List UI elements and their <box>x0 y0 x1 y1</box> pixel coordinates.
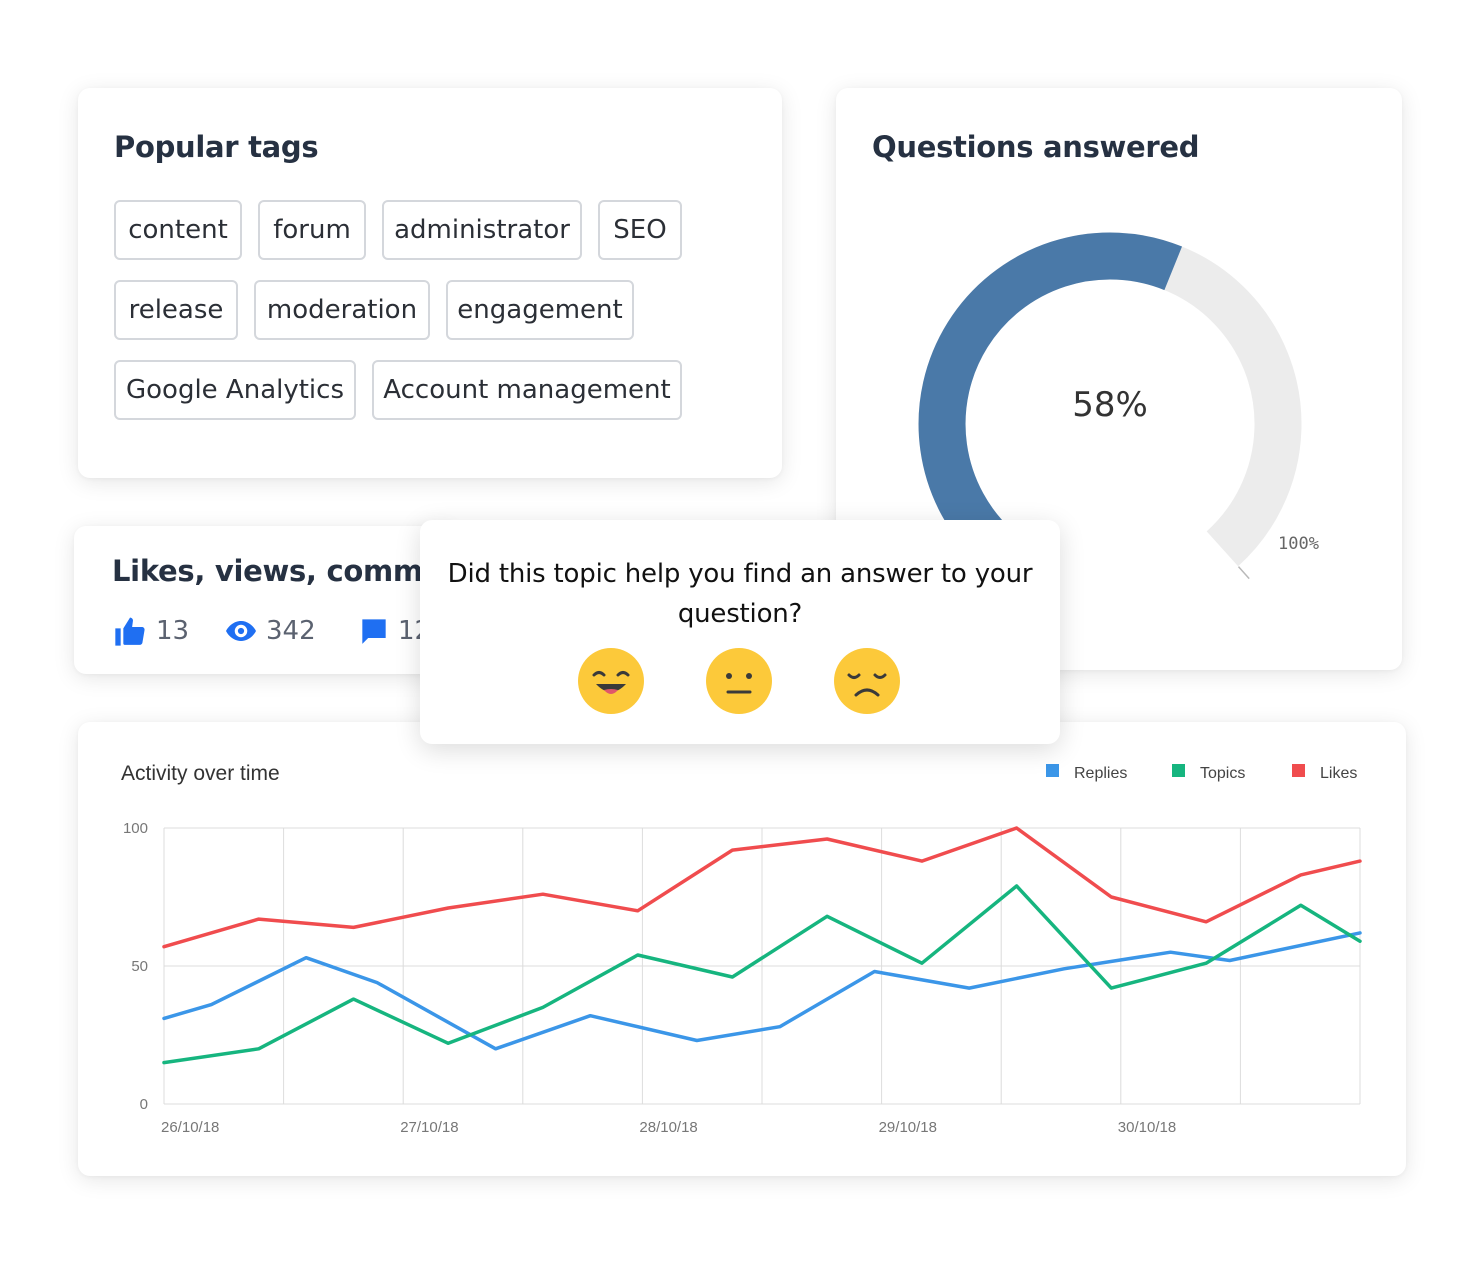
popular-tags-card: Popular tags content forum administrator… <box>78 88 782 478</box>
tag-engagement[interactable]: engagement <box>446 280 634 340</box>
neutral-face-icon[interactable] <box>706 648 772 714</box>
gauge-max-label: 100% <box>1278 534 1319 554</box>
tag-google-analytics[interactable]: Google Analytics <box>114 360 356 420</box>
thumbs-up-icon <box>115 617 145 646</box>
engagement-stats-title: Likes, views, comments <box>112 554 454 588</box>
chart-title: Activity over time <box>121 762 280 785</box>
series-line-topics <box>162 884 1362 1065</box>
chart-legend: Replies Topics Likes <box>1046 764 1357 782</box>
activity-chart-card: Activity over time Replies Topics Likes 0 5… <box>78 722 1406 1176</box>
legend-label-replies: Replies <box>1074 765 1127 782</box>
x-tick-label: 26/10/18 <box>161 1119 219 1136</box>
likes-count: 13 <box>156 616 190 646</box>
series-line-replies <box>162 931 1362 1051</box>
tag-seo[interactable]: SEO <box>598 200 682 260</box>
tag-content[interactable]: content <box>114 200 242 260</box>
sad-face-icon[interactable] <box>834 648 900 714</box>
y-axis-ticks: 0 50 100 <box>123 820 148 1113</box>
chart-grid <box>163 827 1361 1105</box>
gauge-chart: 58% 100% <box>918 232 1319 580</box>
tag-account-management[interactable]: Account management <box>372 360 682 420</box>
activity-line-chart: Activity over time Replies Topics Likes 0 5… <box>121 762 1362 1136</box>
happy-face-icon[interactable] <box>578 648 644 714</box>
y-tick-label: 100 <box>123 820 148 837</box>
y-tick-label: 50 <box>131 958 148 975</box>
x-tick-label: 30/10/18 <box>1118 1119 1176 1136</box>
x-tick-label: 29/10/18 <box>879 1119 937 1136</box>
gauge-max-tick <box>1237 566 1250 580</box>
questions-answered-title: Questions answered <box>872 130 1200 164</box>
chart-series <box>162 826 1362 1065</box>
gauge-percent-label: 58% <box>1072 385 1148 425</box>
x-tick-label: 27/10/18 <box>400 1119 458 1136</box>
tag-moderation[interactable]: moderation <box>254 280 430 340</box>
views-stat: 342 <box>226 616 316 646</box>
eye-icon <box>226 621 256 641</box>
x-axis-ticks: 26/10/18 27/10/18 28/10/18 29/10/18 30/10/18 <box>161 1119 1176 1136</box>
series-line-likes <box>162 826 1362 949</box>
x-tick-label: 28/10/18 <box>639 1119 697 1136</box>
legend-swatch-replies <box>1046 764 1059 777</box>
tag-release[interactable]: release <box>114 280 238 340</box>
views-count: 342 <box>266 616 316 646</box>
gauge-fill <box>918 232 1183 567</box>
tag-forum[interactable]: forum <box>258 200 366 260</box>
y-tick-label: 0 <box>140 1096 148 1113</box>
popular-tags-title: Popular tags <box>114 130 319 164</box>
feedback-question: Did this topic help you find an answer t… <box>447 559 1033 629</box>
legend-swatch-topics <box>1172 764 1185 777</box>
likes-stat: 13 <box>114 616 189 646</box>
tag-administrator[interactable]: administrator <box>382 200 582 260</box>
engagement-stats-card: Likes, views, comments 13 342 12 <box>74 526 454 674</box>
legend-label-topics: Topics <box>1200 765 1245 782</box>
comment-icon <box>362 619 386 644</box>
legend-swatch-likes <box>1292 764 1305 777</box>
feedback-popup: Did this topic help you find an answer t… <box>420 520 1060 744</box>
legend-label-likes: Likes <box>1320 765 1357 782</box>
